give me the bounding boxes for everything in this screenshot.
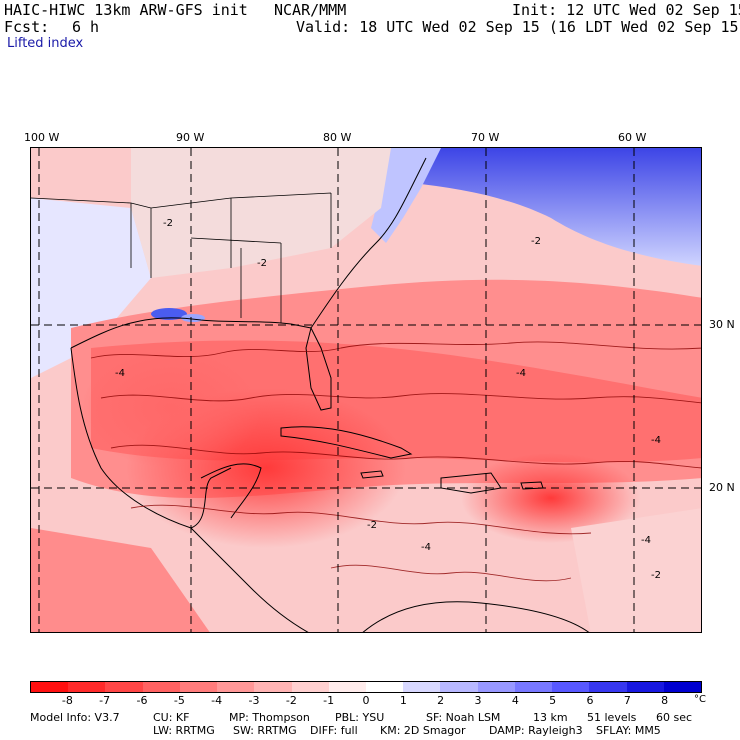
colorbar-tick-label: 7 — [623, 694, 631, 707]
graticule — [31, 148, 701, 632]
colorbar-segment — [477, 682, 515, 692]
valid-time: Valid: 18 UTC Wed 02 Sep 15 (16 LDT Wed … — [296, 18, 740, 36]
lat-label-30n: 30 N — [709, 318, 735, 331]
organization: NCAR/MMM — [274, 1, 347, 19]
stable-spot-louisiana — [151, 308, 187, 320]
colorbar-segment — [663, 682, 701, 692]
model-info-km: KM: 2D Smagor — [380, 724, 466, 737]
model-title: HAIC-HIWC 13km ARW-GFS init — [4, 1, 248, 19]
jamaica — [360, 470, 384, 479]
contour-label: -2 — [531, 236, 541, 247]
colorbar-tick-label: 6 — [586, 694, 594, 707]
colorbar-segment — [254, 682, 292, 692]
model-info-cu: CU: KF — [153, 711, 190, 724]
coastlines — [31, 157, 590, 632]
colorbar-segment — [179, 682, 218, 692]
model-info-timestep: 60 sec — [656, 711, 693, 724]
continental-region-north — [131, 148, 391, 278]
colorbar-segment — [589, 682, 627, 692]
pacific-region — [31, 528, 210, 632]
stable-region-coast — [371, 148, 441, 243]
contour-label: -2 — [367, 520, 377, 531]
colorbar-segment — [217, 682, 255, 692]
colorbar-segment — [365, 682, 404, 692]
colorbar-segment — [514, 682, 553, 692]
mexico-coast — [70, 347, 232, 529]
gulf-coast — [70, 317, 312, 349]
colorbar-segment — [68, 682, 106, 692]
colorbar-segment — [291, 682, 329, 692]
lon-label-90w: 90 W — [176, 131, 205, 144]
forecast-hour: 6 h — [72, 18, 100, 36]
colorbar-segment — [552, 682, 590, 692]
colorbar-segment — [31, 682, 69, 692]
contour-label: -4 — [421, 542, 431, 553]
colorbar-tick-label: 0 — [362, 694, 370, 707]
cuba — [280, 426, 413, 459]
colorbar-segment — [440, 682, 478, 692]
colorbar-tick-label: 2 — [437, 694, 445, 707]
contour-label: -4 — [641, 535, 651, 546]
model-info-resolution: 13 km — [533, 711, 568, 724]
field-name: Lifted index — [7, 36, 84, 51]
colorbar-unit: °C — [694, 694, 706, 705]
contour-label: -2 — [651, 570, 661, 581]
colorbar-segment — [105, 682, 143, 692]
yucatan — [200, 463, 262, 519]
contour-label: -2 — [257, 258, 267, 269]
forecast-label: Fcst: — [4, 18, 50, 36]
instability-core-east — [461, 453, 641, 543]
colorbar-tick-label: 5 — [549, 694, 557, 707]
colorbar-segment — [328, 682, 366, 692]
contours — [90, 341, 701, 582]
contour-label: -4 — [516, 368, 526, 379]
state-borders — [31, 192, 332, 323]
contour-label: -4 — [651, 435, 661, 446]
model-info-version: Model Info: V3.7 — [30, 711, 120, 724]
central-america — [190, 527, 309, 632]
colorbar-tick-label: -4 — [211, 694, 223, 707]
map-canvas: -2 -2 -2 -4 -4 -4 -4 -4 -2 -2 — [31, 148, 701, 632]
colorbar-segment — [142, 682, 180, 692]
south-america — [362, 601, 590, 632]
colorbar-tick-label: 1 — [399, 694, 407, 707]
model-info-sflay: SFLAY: MM5 — [596, 724, 661, 737]
model-info-pbl: PBL: YSU — [335, 711, 385, 724]
model-info-sw: SW: RRTMG — [233, 724, 297, 737]
model-info-sf: SF: Noah LSM — [426, 711, 501, 724]
colorbar-segment — [626, 682, 664, 692]
lat-label-20n: 20 N — [709, 481, 735, 494]
init-time: Init: 12 UTC Wed 02 Sep 15 — [512, 1, 740, 19]
colorbar-tick-label: 8 — [661, 694, 669, 707]
model-info-lw: LW: RRTMG — [153, 724, 215, 737]
model-info-mp: MP: Thompson — [229, 711, 310, 724]
instability-core-gulf — [81, 348, 261, 468]
contour-label: -4 — [115, 368, 125, 379]
florida — [305, 326, 332, 411]
lon-label-70w: 70 W — [471, 131, 500, 144]
model-info-diff: DIFF: full — [310, 724, 358, 737]
colorbar-tick-label: 4 — [511, 694, 519, 707]
colorbar-tick-label: -6 — [136, 694, 148, 707]
colorbar-tick-label: -1 — [323, 694, 335, 707]
colorbar-tick-label: -3 — [248, 694, 260, 707]
lon-label-100w: 100 W — [24, 131, 60, 144]
stable-region-ne — [391, 148, 701, 266]
atlantic-coast — [310, 157, 427, 329]
pale-region-se — [571, 508, 701, 632]
lon-label-80w: 80 W — [323, 131, 352, 144]
lifted-index-map: -2 -2 -2 -4 -4 -4 -4 -4 -2 -2 — [30, 147, 702, 633]
model-info-levels: 51 levels — [587, 711, 637, 724]
model-info-damp: DAMP: Rayleigh3 — [489, 724, 583, 737]
colorbar-segment — [403, 682, 441, 692]
colorbar-tick-label: 3 — [474, 694, 482, 707]
colorbar-tick-label: -7 — [99, 694, 111, 707]
colorbar — [30, 681, 702, 693]
contour-label: -2 — [163, 218, 173, 229]
colorbar-tick-label: -8 — [61, 694, 73, 707]
lon-label-60w: 60 W — [618, 131, 647, 144]
colorbar-tick-label: -5 — [173, 694, 185, 707]
continental-region-west — [31, 198, 151, 378]
colorbar-tick-label: -2 — [285, 694, 297, 707]
